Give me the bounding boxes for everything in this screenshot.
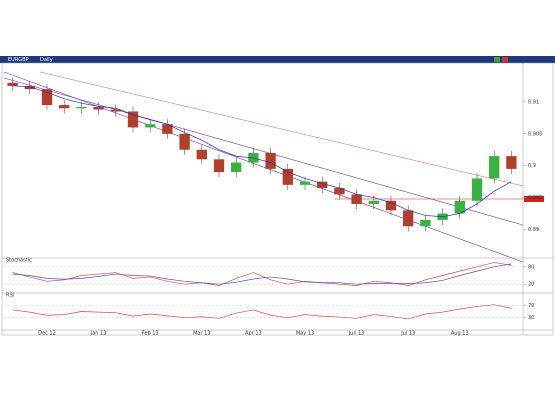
candle-body — [59, 105, 70, 109]
candle-body — [213, 159, 225, 173]
candle-body — [127, 111, 139, 128]
y-tick-label: 0.9 — [528, 163, 536, 169]
x-tick-label: Dec 12 — [38, 331, 56, 337]
candle-body — [506, 156, 517, 169]
button[interactable] — [502, 57, 508, 62]
x-tick-label: Jul 13 — [400, 331, 415, 337]
x-tick-label: Jun 13 — [348, 331, 365, 337]
channel-line — [39, 71, 524, 187]
candle-body — [93, 107, 104, 110]
candle-body — [7, 82, 18, 86]
candle-body — [196, 149, 207, 160]
x-tick-label: Apr 13 — [245, 331, 262, 337]
x-tick-label: Aug 13 — [451, 331, 469, 337]
candle-body — [368, 200, 379, 204]
series-line — [12, 85, 512, 218]
x-tick-label: May 13 — [296, 331, 314, 337]
candle-body — [282, 168, 293, 185]
y-tick-label: 80 — [528, 264, 534, 270]
y-tick-label: 20 — [528, 282, 534, 288]
candle-body — [403, 210, 414, 227]
y-tick-label: 0.89 — [528, 227, 539, 233]
candle-body — [351, 194, 362, 204]
pane-title: RSI — [6, 293, 14, 299]
candle-body — [454, 200, 465, 214]
y-tick-label: 0.91 — [528, 99, 539, 105]
candle-body — [162, 124, 173, 134]
candle-body — [179, 133, 190, 150]
x-tick-label: Feb 13 — [142, 331, 159, 337]
candle-body — [110, 109, 121, 112]
x-tick-label: Jan 13 — [90, 331, 107, 337]
candle-body — [317, 181, 328, 189]
price-marker — [524, 196, 544, 202]
candle-body — [334, 188, 345, 195]
candle-body — [265, 152, 276, 169]
candle-body — [231, 162, 242, 173]
channel-line — [3, 71, 524, 263]
y-tick-label: 30 — [528, 315, 534, 321]
symbol: EURGBP — [8, 57, 29, 63]
y-tick-label: 0.905 — [528, 131, 542, 137]
title-bar — [0, 56, 555, 63]
candle-body — [385, 200, 397, 211]
candle-body — [24, 85, 35, 90]
pane-title: Stochastic — [6, 258, 32, 264]
period: Daily — [40, 57, 53, 63]
candle-body — [76, 107, 87, 109]
y-tick-label: 0.895 — [528, 195, 542, 201]
candle-body — [489, 156, 500, 179]
candle-body — [420, 219, 431, 227]
channel-line — [3, 77, 524, 226]
series-line — [12, 262, 512, 287]
candle-body — [471, 178, 483, 201]
y-tick-label: 70 — [528, 303, 534, 309]
button[interactable] — [494, 57, 500, 62]
candle-body — [145, 124, 156, 128]
candle-body — [41, 89, 53, 106]
series-line — [12, 304, 512, 320]
candle-body — [299, 181, 311, 185]
x-tick-label: Mar 13 — [193, 331, 210, 337]
series-line — [12, 263, 512, 285]
